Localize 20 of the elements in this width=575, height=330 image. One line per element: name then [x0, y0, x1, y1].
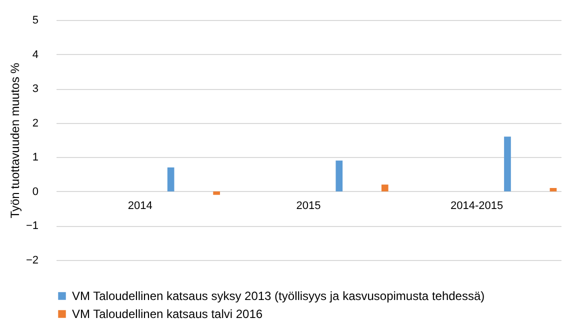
bar	[381, 184, 388, 192]
legend-label: VM Taloudellinen katsaus syksy 2013 (työllisyys ja kasvusopimusta tehdessä)	[72, 289, 485, 303]
bar	[167, 167, 174, 192]
legend-label: VM Taloudellinen katsaus talvi 2016	[72, 307, 263, 321]
x-tick-label: 2015	[296, 200, 321, 212]
y-tick-label: 4	[32, 48, 38, 61]
y-tick-label: 2	[32, 117, 38, 130]
bar	[213, 191, 220, 195]
y-axis-title: Työn tuottavuuden muutos %	[8, 62, 22, 218]
bar	[550, 188, 557, 192]
y-tick-label: 0	[32, 186, 38, 198]
x-tick-label: 2014	[128, 200, 152, 212]
x-tick-label: 2014-2015	[450, 200, 504, 212]
bar	[336, 160, 343, 192]
y-tick-label: −1	[26, 220, 38, 232]
y-tick-label: 3	[32, 83, 38, 96]
y-tick-label: −2	[26, 254, 38, 266]
y-tick-label: 1	[32, 152, 38, 164]
y-tick-label: 5	[32, 14, 38, 26]
bar	[504, 136, 511, 192]
